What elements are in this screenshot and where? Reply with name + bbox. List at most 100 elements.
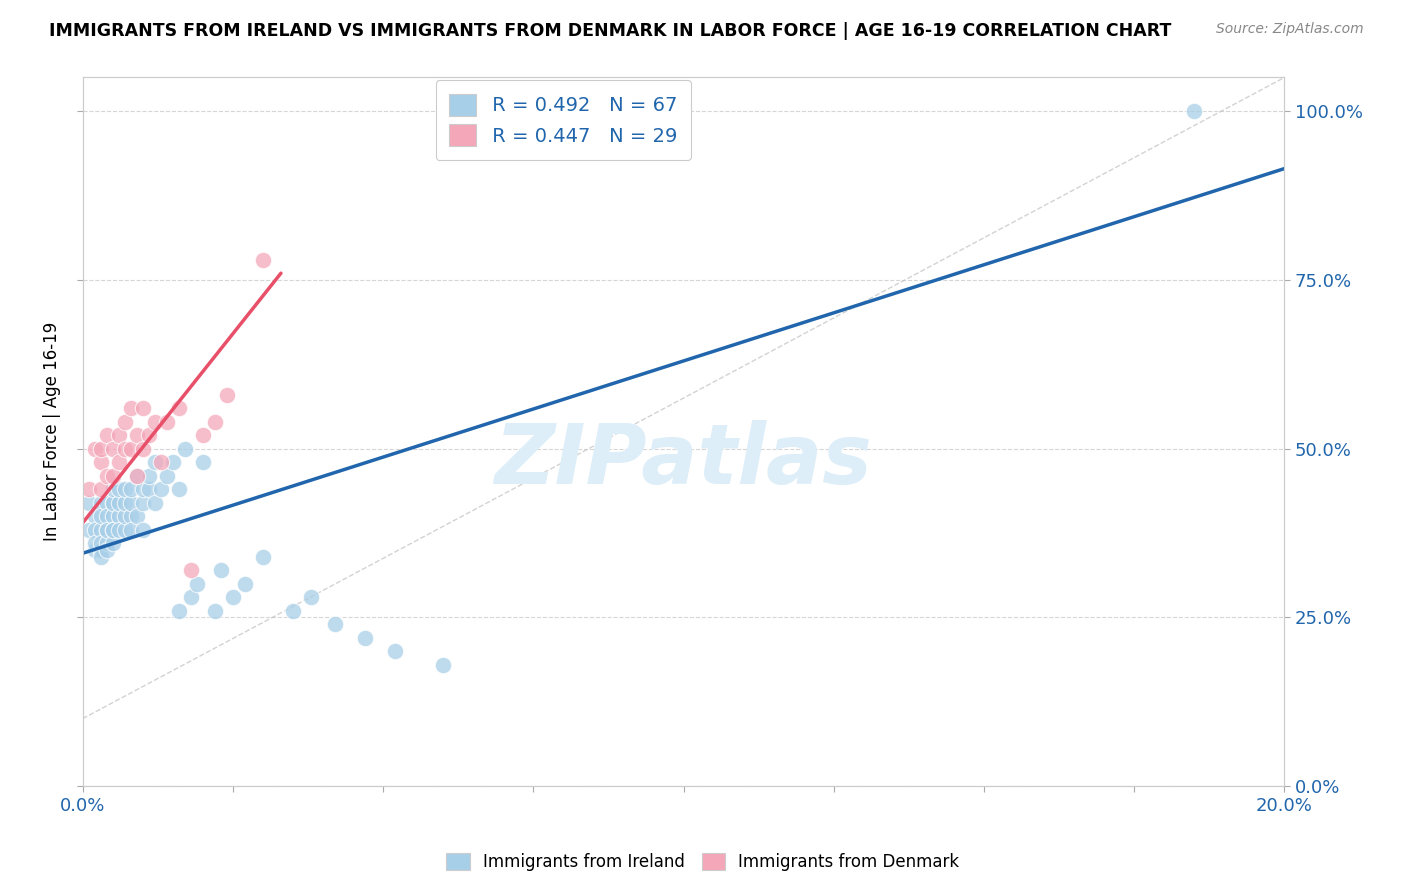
Point xyxy=(180,563,202,577)
Point xyxy=(96,536,118,550)
Point xyxy=(101,509,124,524)
Point xyxy=(204,604,226,618)
Point xyxy=(156,468,179,483)
Point xyxy=(107,455,129,469)
Point xyxy=(138,482,160,496)
Point xyxy=(215,387,238,401)
Point xyxy=(114,496,136,510)
Point xyxy=(186,576,208,591)
Point xyxy=(96,509,118,524)
Point xyxy=(107,523,129,537)
Point xyxy=(143,415,166,429)
Point xyxy=(83,442,105,456)
Point xyxy=(191,428,214,442)
Point xyxy=(125,468,148,483)
Point xyxy=(101,482,124,496)
Point xyxy=(90,482,112,496)
Y-axis label: In Labor Force | Age 16-19: In Labor Force | Age 16-19 xyxy=(44,322,60,541)
Point xyxy=(96,523,118,537)
Point xyxy=(120,523,142,537)
Point xyxy=(132,496,155,510)
Point xyxy=(167,604,190,618)
Point xyxy=(90,442,112,456)
Point xyxy=(222,590,245,604)
Point xyxy=(101,496,124,510)
Point xyxy=(83,536,105,550)
Point xyxy=(281,604,304,618)
Point xyxy=(252,549,274,564)
Point xyxy=(90,496,112,510)
Point xyxy=(101,442,124,456)
Point xyxy=(77,482,100,496)
Point xyxy=(143,496,166,510)
Point xyxy=(191,455,214,469)
Point xyxy=(96,428,118,442)
Point xyxy=(96,496,118,510)
Point xyxy=(149,455,172,469)
Point xyxy=(77,523,100,537)
Point xyxy=(114,442,136,456)
Point xyxy=(138,468,160,483)
Point xyxy=(1182,104,1205,119)
Point xyxy=(90,509,112,524)
Point xyxy=(299,590,322,604)
Point xyxy=(114,415,136,429)
Point xyxy=(125,509,148,524)
Point xyxy=(132,523,155,537)
Point xyxy=(107,482,129,496)
Legend: Immigrants from Ireland, Immigrants from Denmark: Immigrants from Ireland, Immigrants from… xyxy=(439,845,967,880)
Point xyxy=(162,455,184,469)
Point xyxy=(101,496,124,510)
Point xyxy=(432,657,454,672)
Point xyxy=(138,428,160,442)
Point xyxy=(83,523,105,537)
Point xyxy=(209,563,232,577)
Point xyxy=(120,509,142,524)
Point xyxy=(167,482,190,496)
Point xyxy=(107,496,129,510)
Point xyxy=(107,428,129,442)
Point xyxy=(384,644,406,658)
Point xyxy=(96,542,118,557)
Point xyxy=(120,496,142,510)
Point xyxy=(173,442,195,456)
Point xyxy=(101,523,124,537)
Point xyxy=(167,401,190,416)
Point xyxy=(77,496,100,510)
Text: IMMIGRANTS FROM IRELAND VS IMMIGRANTS FROM DENMARK IN LABOR FORCE | AGE 16-19 CO: IMMIGRANTS FROM IRELAND VS IMMIGRANTS FR… xyxy=(49,22,1171,40)
Point xyxy=(233,576,256,591)
Point xyxy=(83,542,105,557)
Point xyxy=(90,549,112,564)
Point xyxy=(90,455,112,469)
Legend:  R = 0.492   N = 67,  R = 0.447   N = 29: R = 0.492 N = 67, R = 0.447 N = 29 xyxy=(436,80,692,160)
Point xyxy=(143,455,166,469)
Text: Source: ZipAtlas.com: Source: ZipAtlas.com xyxy=(1216,22,1364,37)
Point xyxy=(132,401,155,416)
Point xyxy=(120,482,142,496)
Point xyxy=(125,428,148,442)
Point xyxy=(83,509,105,524)
Point xyxy=(149,482,172,496)
Point xyxy=(120,442,142,456)
Point xyxy=(180,590,202,604)
Point xyxy=(204,415,226,429)
Point xyxy=(120,401,142,416)
Point xyxy=(156,415,179,429)
Point xyxy=(90,542,112,557)
Point xyxy=(101,468,124,483)
Point xyxy=(96,468,118,483)
Point xyxy=(354,631,377,645)
Point xyxy=(90,523,112,537)
Point xyxy=(96,523,118,537)
Point xyxy=(101,523,124,537)
Point xyxy=(114,509,136,524)
Point xyxy=(90,536,112,550)
Point xyxy=(114,523,136,537)
Point xyxy=(132,482,155,496)
Point xyxy=(252,252,274,267)
Point xyxy=(323,617,346,632)
Point xyxy=(101,536,124,550)
Point xyxy=(107,509,129,524)
Point xyxy=(114,482,136,496)
Point xyxy=(132,442,155,456)
